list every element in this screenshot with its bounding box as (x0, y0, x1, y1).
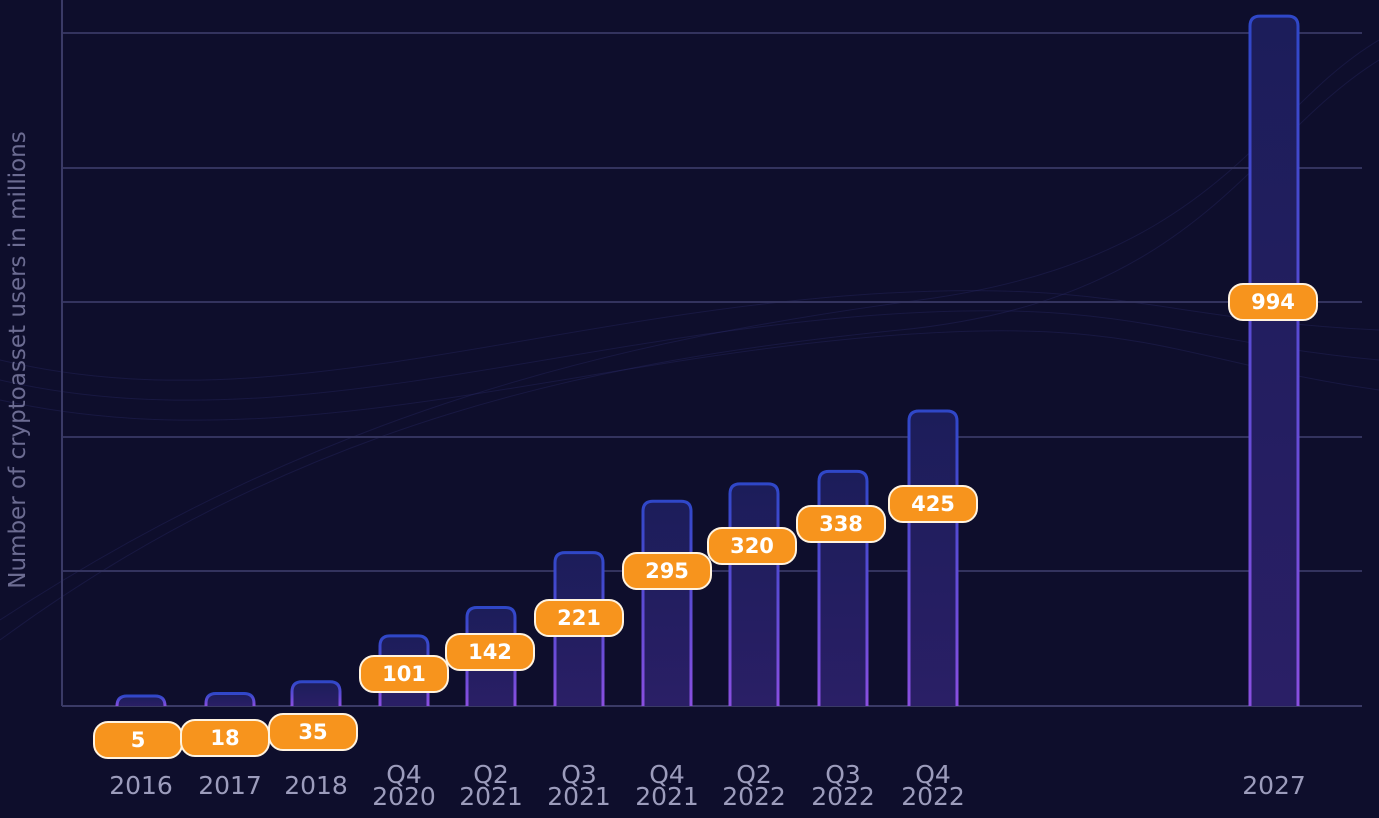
x-tick-label: Q4 2021 (635, 760, 699, 811)
value-label: 338 (796, 505, 886, 543)
value-label: 5 (93, 721, 183, 759)
x-tick-label: Q2 2022 (722, 760, 786, 811)
value-label: 101 (359, 655, 449, 693)
bar (115, 694, 167, 707)
x-tick-label: 2027 (1242, 771, 1306, 800)
value-label-pill (888, 485, 978, 523)
value-label-text: 425 (911, 492, 955, 516)
value-label-pill (622, 552, 712, 590)
value-label-text: 338 (819, 512, 863, 536)
value-label-pill (268, 713, 358, 751)
x-tick-label: Q4 2022 (901, 760, 965, 811)
bar (907, 409, 959, 706)
value-label-pill (445, 633, 535, 671)
value-label-pill (534, 599, 624, 637)
x-tick-label: 2017 (198, 771, 262, 800)
value-label-text: 320 (730, 534, 774, 558)
value-label: 35 (268, 713, 358, 751)
value-label-text: 295 (645, 559, 689, 583)
x-tick-label: 2016 (109, 771, 173, 800)
value-label: 994 (1228, 283, 1318, 321)
value-label: 221 (534, 599, 624, 637)
value-label-text: 18 (210, 726, 239, 750)
value-label-text: 35 (298, 720, 327, 744)
x-tick-label: Q3 2022 (811, 760, 875, 811)
value-label-pill (796, 505, 886, 543)
value-label-text: 994 (1251, 290, 1295, 314)
bar (204, 692, 256, 706)
value-label-text: 142 (468, 640, 512, 664)
value-label-text: 101 (382, 662, 426, 686)
bar (1248, 14, 1300, 706)
bar (641, 499, 693, 706)
y-axis-label: Number of cryptoasset users in millions (5, 131, 31, 589)
value-label: 425 (888, 485, 978, 523)
bar (290, 680, 342, 706)
value-label: 18 (180, 719, 270, 757)
x-tick-label: Q2 2021 (459, 760, 523, 811)
value-label: 295 (622, 552, 712, 590)
x-tick-label: Q4 2020 (372, 760, 436, 811)
bar (728, 482, 780, 706)
value-label-pill (1228, 283, 1318, 321)
value-label-pill (359, 655, 449, 693)
x-tick-label: Q3 2021 (547, 760, 611, 811)
value-label-text: 5 (131, 728, 146, 752)
value-label: 320 (707, 527, 797, 565)
value-label: 142 (445, 633, 535, 671)
grid (62, 32, 1362, 572)
x-tick-label: 2018 (284, 771, 348, 800)
value-label-text: 221 (557, 606, 601, 630)
value-label-pill (707, 527, 797, 565)
